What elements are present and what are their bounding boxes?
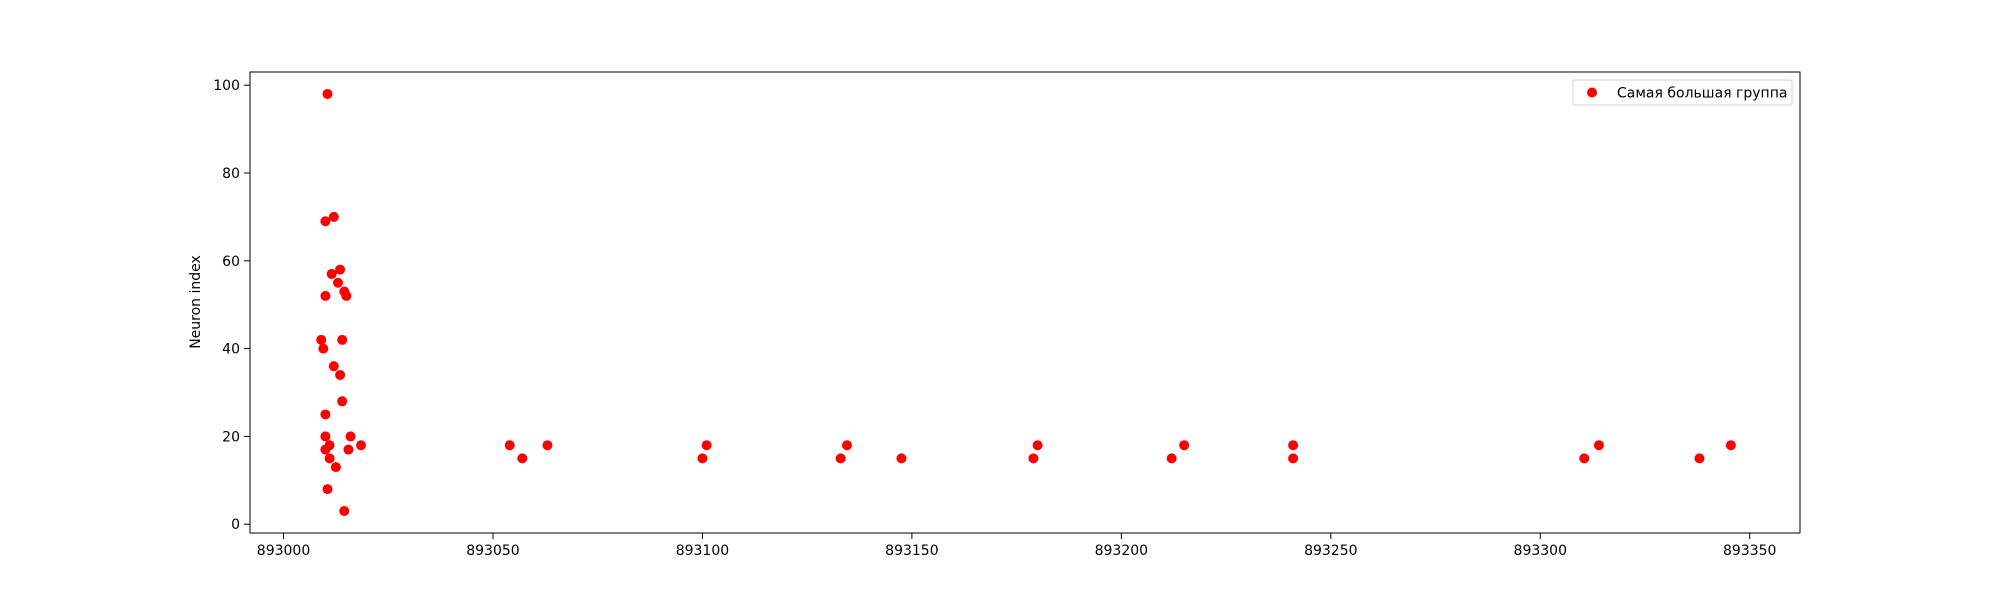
- plot-area: [250, 72, 1800, 533]
- legend: Самая большая группа: [1572, 79, 1793, 106]
- data-point: [517, 453, 528, 464]
- data-point: [896, 453, 907, 464]
- x-axis-ticks: 893000 893050 893100 893150 893200 893250 8933…: [257, 533, 1776, 559]
- data-point: [1579, 453, 1590, 464]
- x-tick-label: 893050: [466, 543, 519, 559]
- data-point: [341, 290, 352, 301]
- data-point: [324, 440, 335, 451]
- data-point: [343, 444, 354, 455]
- x-tick-label: 893250: [1304, 543, 1357, 559]
- data-point: [337, 334, 348, 345]
- x-tick-label: 893100: [676, 543, 729, 559]
- data-point: [1288, 440, 1299, 451]
- y-axis-label: Neuron index: [188, 255, 204, 349]
- data-point: [1179, 440, 1190, 451]
- x-tick-label: 893150: [885, 543, 938, 559]
- data-point: [1593, 440, 1604, 451]
- data-point: [504, 440, 515, 451]
- data-point: [1288, 453, 1299, 464]
- data-point: [326, 268, 337, 279]
- data-point: [345, 431, 356, 442]
- data-point: [320, 216, 331, 227]
- plot-frame: [249, 71, 1801, 534]
- data-point: [320, 409, 331, 420]
- data-point: [318, 343, 329, 354]
- legend-box: [1572, 79, 1793, 106]
- legend-marker: [1587, 87, 1597, 98]
- data-point: [542, 440, 553, 451]
- data-point: [701, 440, 712, 451]
- data-points: [316, 88, 1736, 517]
- data-point: [1028, 453, 1039, 464]
- y-tick-label: 60: [222, 254, 240, 270]
- data-point: [316, 334, 327, 345]
- data-point: [835, 453, 846, 464]
- y-tick-label: 80: [222, 166, 240, 182]
- y-tick-label: 40: [222, 342, 240, 358]
- x-tick-label: 893200: [1095, 543, 1148, 559]
- data-point: [697, 453, 708, 464]
- data-point: [337, 396, 348, 407]
- data-point: [356, 440, 367, 451]
- data-point: [1694, 453, 1705, 464]
- y-tick-label: 20: [222, 429, 240, 445]
- data-point: [841, 440, 852, 451]
- data-point: [335, 264, 346, 275]
- data-point: [328, 361, 339, 372]
- x-tick-label: 893300: [1514, 543, 1567, 559]
- data-point: [1032, 440, 1043, 451]
- data-point: [322, 88, 333, 99]
- data-point: [320, 431, 331, 442]
- data-point: [1166, 453, 1177, 464]
- data-point: [335, 369, 346, 380]
- y-tick-label: 0: [231, 517, 240, 533]
- data-point: [339, 506, 350, 517]
- data-point: [332, 277, 343, 288]
- data-point: [1725, 440, 1736, 451]
- data-point: [330, 462, 341, 473]
- data-point: [320, 290, 331, 301]
- data-point: [322, 484, 333, 495]
- y-tick-label: 100: [213, 78, 240, 94]
- x-tick-label: 893350: [1723, 543, 1776, 559]
- x-tick-label: 893000: [257, 543, 310, 559]
- data-point: [324, 453, 335, 464]
- data-point: [328, 211, 339, 222]
- legend-label: Самая большая группа: [1617, 86, 1787, 102]
- y-axis-ticks: 0 20 40 60 80 100: [213, 78, 250, 533]
